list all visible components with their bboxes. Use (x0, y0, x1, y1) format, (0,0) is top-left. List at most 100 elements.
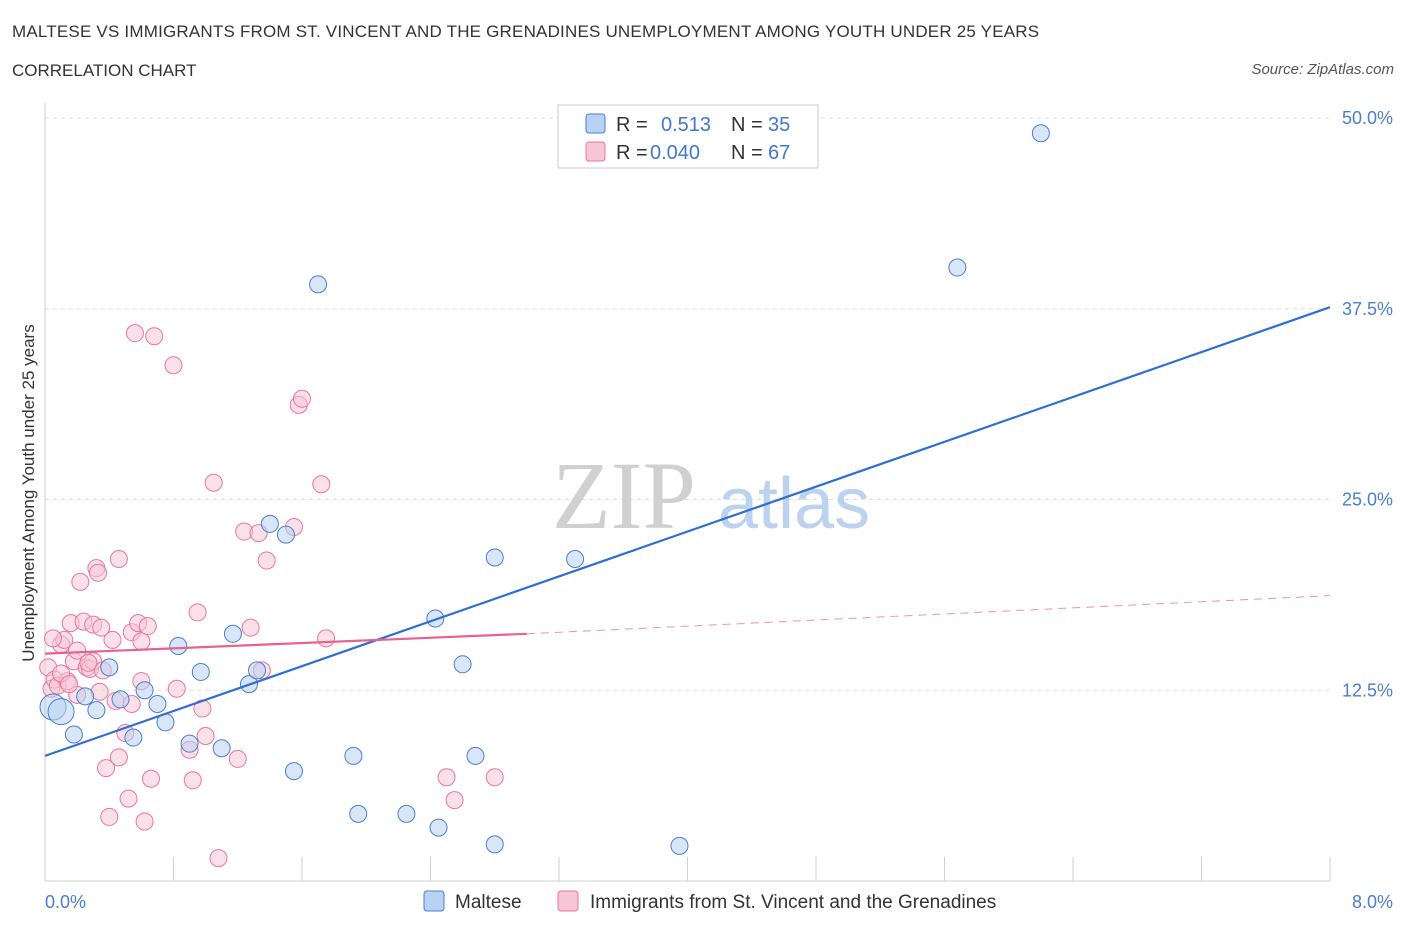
chart-title: MALTESE VS IMMIGRANTS FROM ST. VINCENT A… (12, 22, 1040, 41)
data-point (309, 275, 328, 294)
data-point (445, 791, 464, 810)
data-point (47, 698, 75, 726)
data-point (92, 618, 111, 637)
data-point (241, 618, 260, 637)
trend-line-immigrants-extension (526, 595, 1331, 635)
y-tick-label: 37.5% (1342, 299, 1393, 319)
data-point (135, 681, 154, 700)
legend-r-value-maltese: 0.513 (661, 114, 711, 136)
data-point (312, 475, 331, 494)
data-point (111, 690, 130, 709)
data-point (125, 324, 144, 343)
bottom-legend-swatch-maltese (423, 890, 445, 912)
data-point (284, 762, 303, 781)
data-point (44, 629, 63, 648)
y-tick-label: 12.5% (1342, 680, 1393, 700)
data-point (293, 389, 311, 408)
grid-lines (45, 117, 1330, 691)
y-tick-label: 50.0% (1342, 108, 1393, 128)
data-point (485, 548, 504, 567)
chart-subtitle: CORRELATION CHART (12, 61, 197, 80)
series-legend: Maltese Immigrants from St. Vincent and … (423, 890, 996, 913)
data-point (317, 629, 336, 648)
data-point (485, 835, 504, 854)
axes (44, 103, 1331, 882)
data-point (76, 687, 95, 706)
data-point (397, 804, 416, 823)
data-point (64, 725, 83, 744)
data-point (429, 818, 448, 837)
legend-n-value-immigrants: 67 (768, 142, 790, 164)
trend-line-immigrants (44, 632, 527, 655)
x-tick-label-max: 8.0% (1352, 892, 1393, 912)
trend-line-maltese (44, 306, 1331, 757)
data-point (148, 694, 167, 713)
data-point (344, 746, 363, 765)
series-immigrants-points (39, 324, 504, 868)
data-point (188, 603, 207, 622)
data-point (466, 746, 485, 765)
data-point (100, 807, 119, 826)
data-point (169, 636, 188, 655)
source-label: Source: ZipAtlas.com (1251, 61, 1394, 78)
data-point (119, 789, 138, 808)
legend-r-value-immigrants: 0.040 (650, 142, 700, 164)
data-point (191, 662, 210, 681)
data-point (164, 356, 183, 375)
data-point (109, 748, 128, 767)
legend-n-value-maltese: 35 (768, 114, 790, 136)
data-point (212, 739, 231, 758)
data-point (138, 617, 157, 636)
legend-swatch-maltese (585, 113, 606, 134)
data-point (183, 771, 202, 790)
y-tick-label: 25.0% (1342, 490, 1393, 510)
data-point (60, 675, 79, 694)
data-point (100, 658, 119, 677)
data-point (87, 701, 106, 720)
data-point (670, 836, 689, 855)
data-point (453, 655, 472, 674)
data-point (135, 812, 154, 831)
legend-swatch-immigrants (585, 141, 606, 162)
legend-r-label-immigrants: R = (616, 142, 648, 164)
data-point (132, 632, 151, 651)
data-point (349, 804, 368, 823)
data-point (209, 849, 228, 868)
y-tick-labels: 12.5% 25.0% 37.5% 50.0% (1342, 108, 1393, 700)
data-point (103, 630, 122, 649)
data-point (257, 551, 276, 570)
data-point (437, 768, 456, 787)
data-point (566, 550, 585, 569)
data-point (180, 734, 199, 753)
data-point (276, 525, 295, 544)
data-point (71, 572, 90, 591)
data-point (142, 769, 161, 788)
data-point (485, 768, 504, 787)
data-point (79, 653, 98, 672)
data-point (145, 327, 164, 346)
y-axis-label: Unemployment Among Youth under 25 years (19, 324, 38, 661)
bottom-legend-swatch-immigrants (557, 890, 579, 912)
legend-r-label-maltese: R = (616, 114, 648, 136)
data-point (948, 258, 967, 277)
data-point (89, 563, 108, 582)
data-point (1031, 124, 1050, 143)
data-point (204, 473, 223, 492)
data-point (228, 749, 247, 768)
legend-n-label-immigrants: N = (731, 142, 763, 164)
data-point (109, 550, 128, 569)
data-point (248, 661, 267, 680)
legend-n-label-maltese: N = (731, 114, 763, 136)
data-point (260, 514, 279, 533)
bottom-legend-label-immigrants: Immigrants from St. Vincent and the Gren… (590, 892, 996, 913)
series-maltese-points (39, 124, 1050, 855)
watermark-zip: ZIP (552, 442, 696, 549)
data-point (167, 679, 186, 698)
data-point (223, 624, 242, 643)
x-tick-label-min: 0.0% (45, 892, 86, 912)
data-point (68, 641, 87, 660)
watermark: ZIP atlas (552, 442, 870, 549)
correlation-legend: R = 0.513 N = 35 R = 0.040 N = 67 (557, 104, 819, 169)
data-point (124, 728, 143, 747)
